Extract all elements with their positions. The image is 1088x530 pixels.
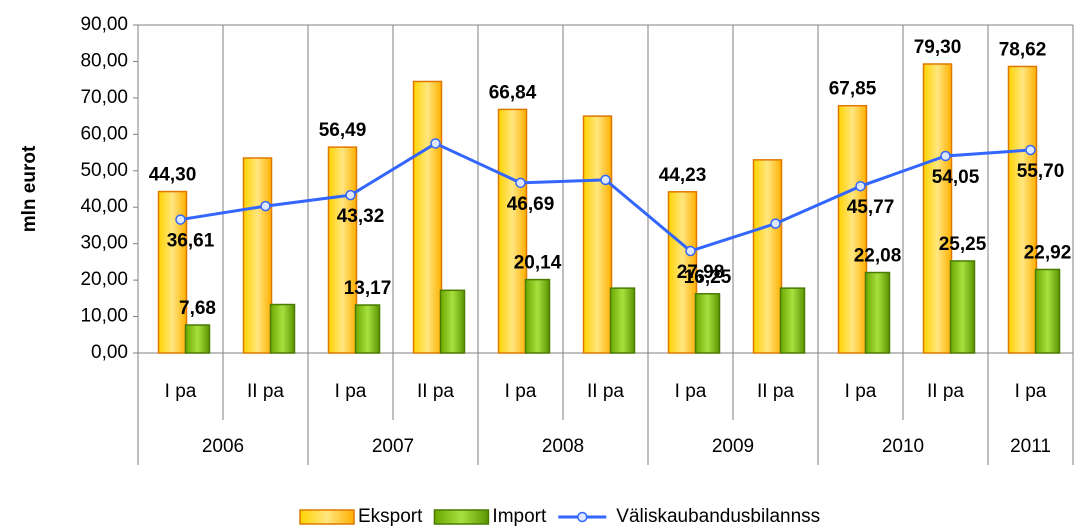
- x-tick-label: II pa: [587, 381, 624, 402]
- y-tick-label: 70,00: [80, 87, 128, 108]
- line-marker: [260, 200, 271, 212]
- data-label: 25,25: [939, 234, 987, 255]
- y-tick-label: 90,00: [80, 14, 128, 35]
- group-label: 2006: [202, 436, 244, 457]
- legend-swatch: [577, 511, 588, 523]
- line-marker: [940, 150, 951, 162]
- data-label: 78,62: [999, 39, 1047, 60]
- x-tick-label: I pa: [335, 381, 367, 402]
- bar: [609, 287, 636, 354]
- data-label: 43,32: [337, 206, 385, 227]
- x-tick-label: I pa: [1015, 381, 1047, 402]
- bar: [582, 115, 613, 354]
- legend-swatch: [299, 509, 355, 525]
- group-label: 2008: [542, 436, 584, 457]
- line-marker: [685, 245, 696, 257]
- line-marker: [430, 138, 441, 149]
- data-label: 67,85: [829, 79, 877, 100]
- bar: [922, 63, 953, 354]
- y-axis-title: mln eurot: [19, 145, 40, 232]
- line-marker: [345, 189, 356, 201]
- line-marker: [770, 218, 781, 229]
- bar: [1034, 268, 1061, 354]
- data-label: 44,23: [659, 165, 707, 186]
- y-tick-label: 30,00: [80, 233, 128, 254]
- data-label: 22,08: [854, 246, 902, 267]
- data-label: 27,98: [677, 262, 725, 283]
- data-label: 45,77: [847, 197, 895, 218]
- line-marker: [515, 177, 526, 189]
- line-marker: [855, 180, 866, 192]
- legend-label: Väliskaubandusbilannss: [616, 506, 820, 527]
- group-label: 2011: [1010, 436, 1051, 457]
- group-label: 2010: [882, 436, 924, 457]
- bar: [667, 191, 698, 354]
- bar: [779, 287, 806, 354]
- data-label: 7,68: [179, 298, 216, 319]
- bar: [242, 157, 273, 354]
- line-marker: [175, 214, 186, 225]
- data-label: 66,84: [489, 82, 537, 103]
- data-label: 20,14: [514, 253, 562, 274]
- legend-label: Import: [492, 506, 547, 527]
- data-label: 79,30: [914, 37, 962, 58]
- y-tick-label: 80,00: [80, 50, 128, 71]
- bar: [354, 304, 381, 354]
- data-label: 54,05: [932, 167, 980, 188]
- y-tick-label: 20,00: [80, 269, 128, 290]
- data-label: 36,61: [167, 231, 215, 252]
- line-marker: [600, 174, 611, 186]
- data-label: 55,70: [1017, 161, 1065, 182]
- legend-swatch: [433, 509, 490, 525]
- group-label: 2009: [712, 436, 754, 457]
- bar: [864, 271, 891, 354]
- x-tick-label: II pa: [417, 381, 454, 402]
- y-tick-label: 10,00: [80, 306, 128, 327]
- data-label: 13,17: [344, 278, 392, 299]
- group-label: 2007: [372, 436, 414, 457]
- x-tick-label: II pa: [247, 381, 284, 402]
- line-marker: [1025, 144, 1036, 156]
- bar: [837, 104, 868, 354]
- data-label: 46,69: [507, 194, 555, 215]
- bar: [269, 303, 296, 354]
- y-tick-label: 40,00: [80, 196, 128, 217]
- y-tick-label: 0,00: [91, 342, 128, 363]
- bar: [497, 108, 528, 354]
- bar: [439, 289, 466, 354]
- x-tick-label: I pa: [845, 381, 877, 402]
- data-label: 56,49: [319, 120, 367, 141]
- y-tick-label: 60,00: [80, 123, 128, 144]
- bar: [949, 260, 976, 354]
- bar: [752, 159, 783, 354]
- bar: [1007, 65, 1038, 354]
- bar: [327, 146, 358, 354]
- x-tick-label: I pa: [505, 381, 537, 402]
- data-label: 22,92: [1024, 242, 1072, 263]
- bar: [524, 278, 551, 354]
- legend-label: Eksport: [358, 506, 423, 527]
- bar: [412, 80, 443, 354]
- bar: [184, 324, 211, 354]
- x-tick-label: I pa: [165, 381, 197, 402]
- x-tick-label: II pa: [927, 381, 964, 402]
- x-tick-label: II pa: [757, 381, 794, 402]
- y-tick-label: 50,00: [80, 160, 128, 181]
- x-tick-label: I pa: [675, 381, 707, 402]
- data-label: 16,25: [684, 267, 732, 288]
- data-label: 44,30: [149, 165, 197, 186]
- bar: [694, 293, 721, 354]
